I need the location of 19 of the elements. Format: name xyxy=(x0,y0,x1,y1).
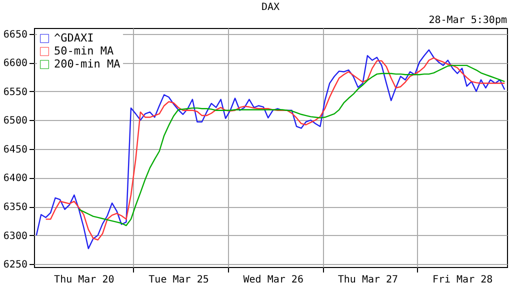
x-tick-label: Thu Mar 27 xyxy=(338,274,398,286)
y-tick-label: 6300 xyxy=(3,230,28,242)
y-tick-label: 6650 xyxy=(3,29,28,40)
legend-label: ^GDAXI xyxy=(54,32,94,44)
x-tick-label: Wed Mar 26 xyxy=(243,274,304,286)
chart-title: DAX xyxy=(261,2,280,13)
legend-label: 50-min MA xyxy=(54,44,114,58)
y-tick-label: 6600 xyxy=(3,58,28,70)
y-tick-label: 6500 xyxy=(3,116,28,127)
y-tick-label: 6350 xyxy=(3,202,28,214)
y-tick-label: 6450 xyxy=(3,144,28,156)
y-tick-label: 6250 xyxy=(3,260,28,271)
x-tick-label: Tue Mar 25 xyxy=(148,274,209,286)
x-tick-label: Fri Mar 28 xyxy=(432,274,493,286)
legend-label: 200-min MA xyxy=(54,58,121,70)
x-tick-label: Thu Mar 20 xyxy=(54,274,114,286)
y-tick-label: 6550 xyxy=(3,86,28,98)
text: 28-Mar 5:30pm xyxy=(428,15,507,26)
y-tick-label: 6400 xyxy=(3,173,28,184)
